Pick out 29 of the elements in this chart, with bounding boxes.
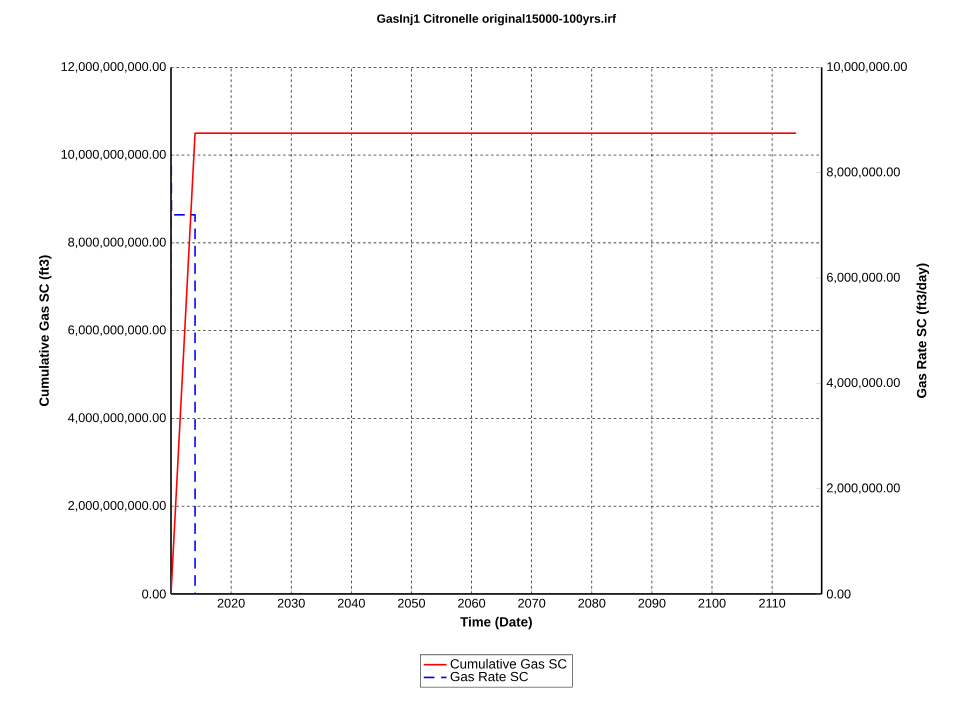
y2-tick-label: 0.00 — [826, 590, 851, 598]
y2-tick-label: 8,000,000.00 — [826, 167, 900, 178]
y-tick-label: 10,000,000,000.00 — [62, 150, 166, 160]
y-tick-label: 8,000,000,000.00 — [68, 238, 166, 248]
y2-axis-title: Gas Rate SC (ft3/day) — [916, 264, 929, 398]
y2-tick-label: 4,000,000.00 — [826, 378, 900, 389]
x-tick-label: 2070 — [518, 598, 546, 608]
y-tick-label: 4,000,000,000.00 — [68, 413, 166, 424]
x-tick-label: 2090 — [638, 598, 666, 608]
x-tick-label: 2100 — [698, 598, 726, 608]
x-tick-label: 2030 — [278, 598, 305, 608]
legend-label: Gas Rate SC — [450, 672, 528, 682]
x-tick-label: 2050 — [398, 598, 426, 608]
y2-tick-label: 2,000,000.00 — [827, 483, 900, 494]
chart-title: GasInj1 Citronelle original15000-100yrs.irf — [377, 14, 616, 26]
x-axis-title: Time (Date) — [460, 616, 532, 630]
x-tick-label: 2110 — [759, 598, 786, 608]
y-tick-label: 6,000,000,000.00 — [68, 325, 166, 336]
y-tick-label: 12,000,000,000.00 — [62, 62, 166, 73]
y2-tick-label: 6,000,000.00 — [827, 272, 900, 284]
y2-tick-label: 10,000,000.00 — [827, 62, 907, 73]
x-tick-label: 2020 — [218, 598, 245, 608]
y-tick-label: 0.00 — [142, 590, 166, 598]
x-tick-label: 2080 — [578, 598, 606, 608]
x-tick-label: 2040 — [338, 598, 365, 608]
x-tick-label: 2060 — [458, 598, 486, 608]
legend-label: Cumulative Gas SC — [450, 658, 567, 669]
y-axis-title: Cumulative Gas SC (ft3) — [39, 255, 52, 406]
y-tick-label: 2,000,000,000.00 — [68, 500, 166, 512]
